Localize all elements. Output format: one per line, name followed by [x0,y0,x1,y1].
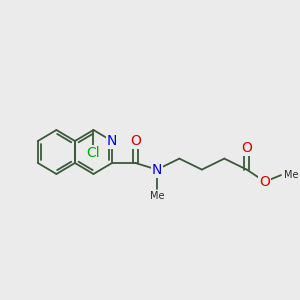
Text: Cl: Cl [87,146,100,160]
Text: N: N [152,163,162,177]
Text: N: N [107,134,117,148]
Text: O: O [241,141,252,154]
Text: Me: Me [150,191,164,201]
Text: O: O [130,134,141,148]
Text: O: O [260,175,270,189]
Text: Me: Me [284,170,298,180]
